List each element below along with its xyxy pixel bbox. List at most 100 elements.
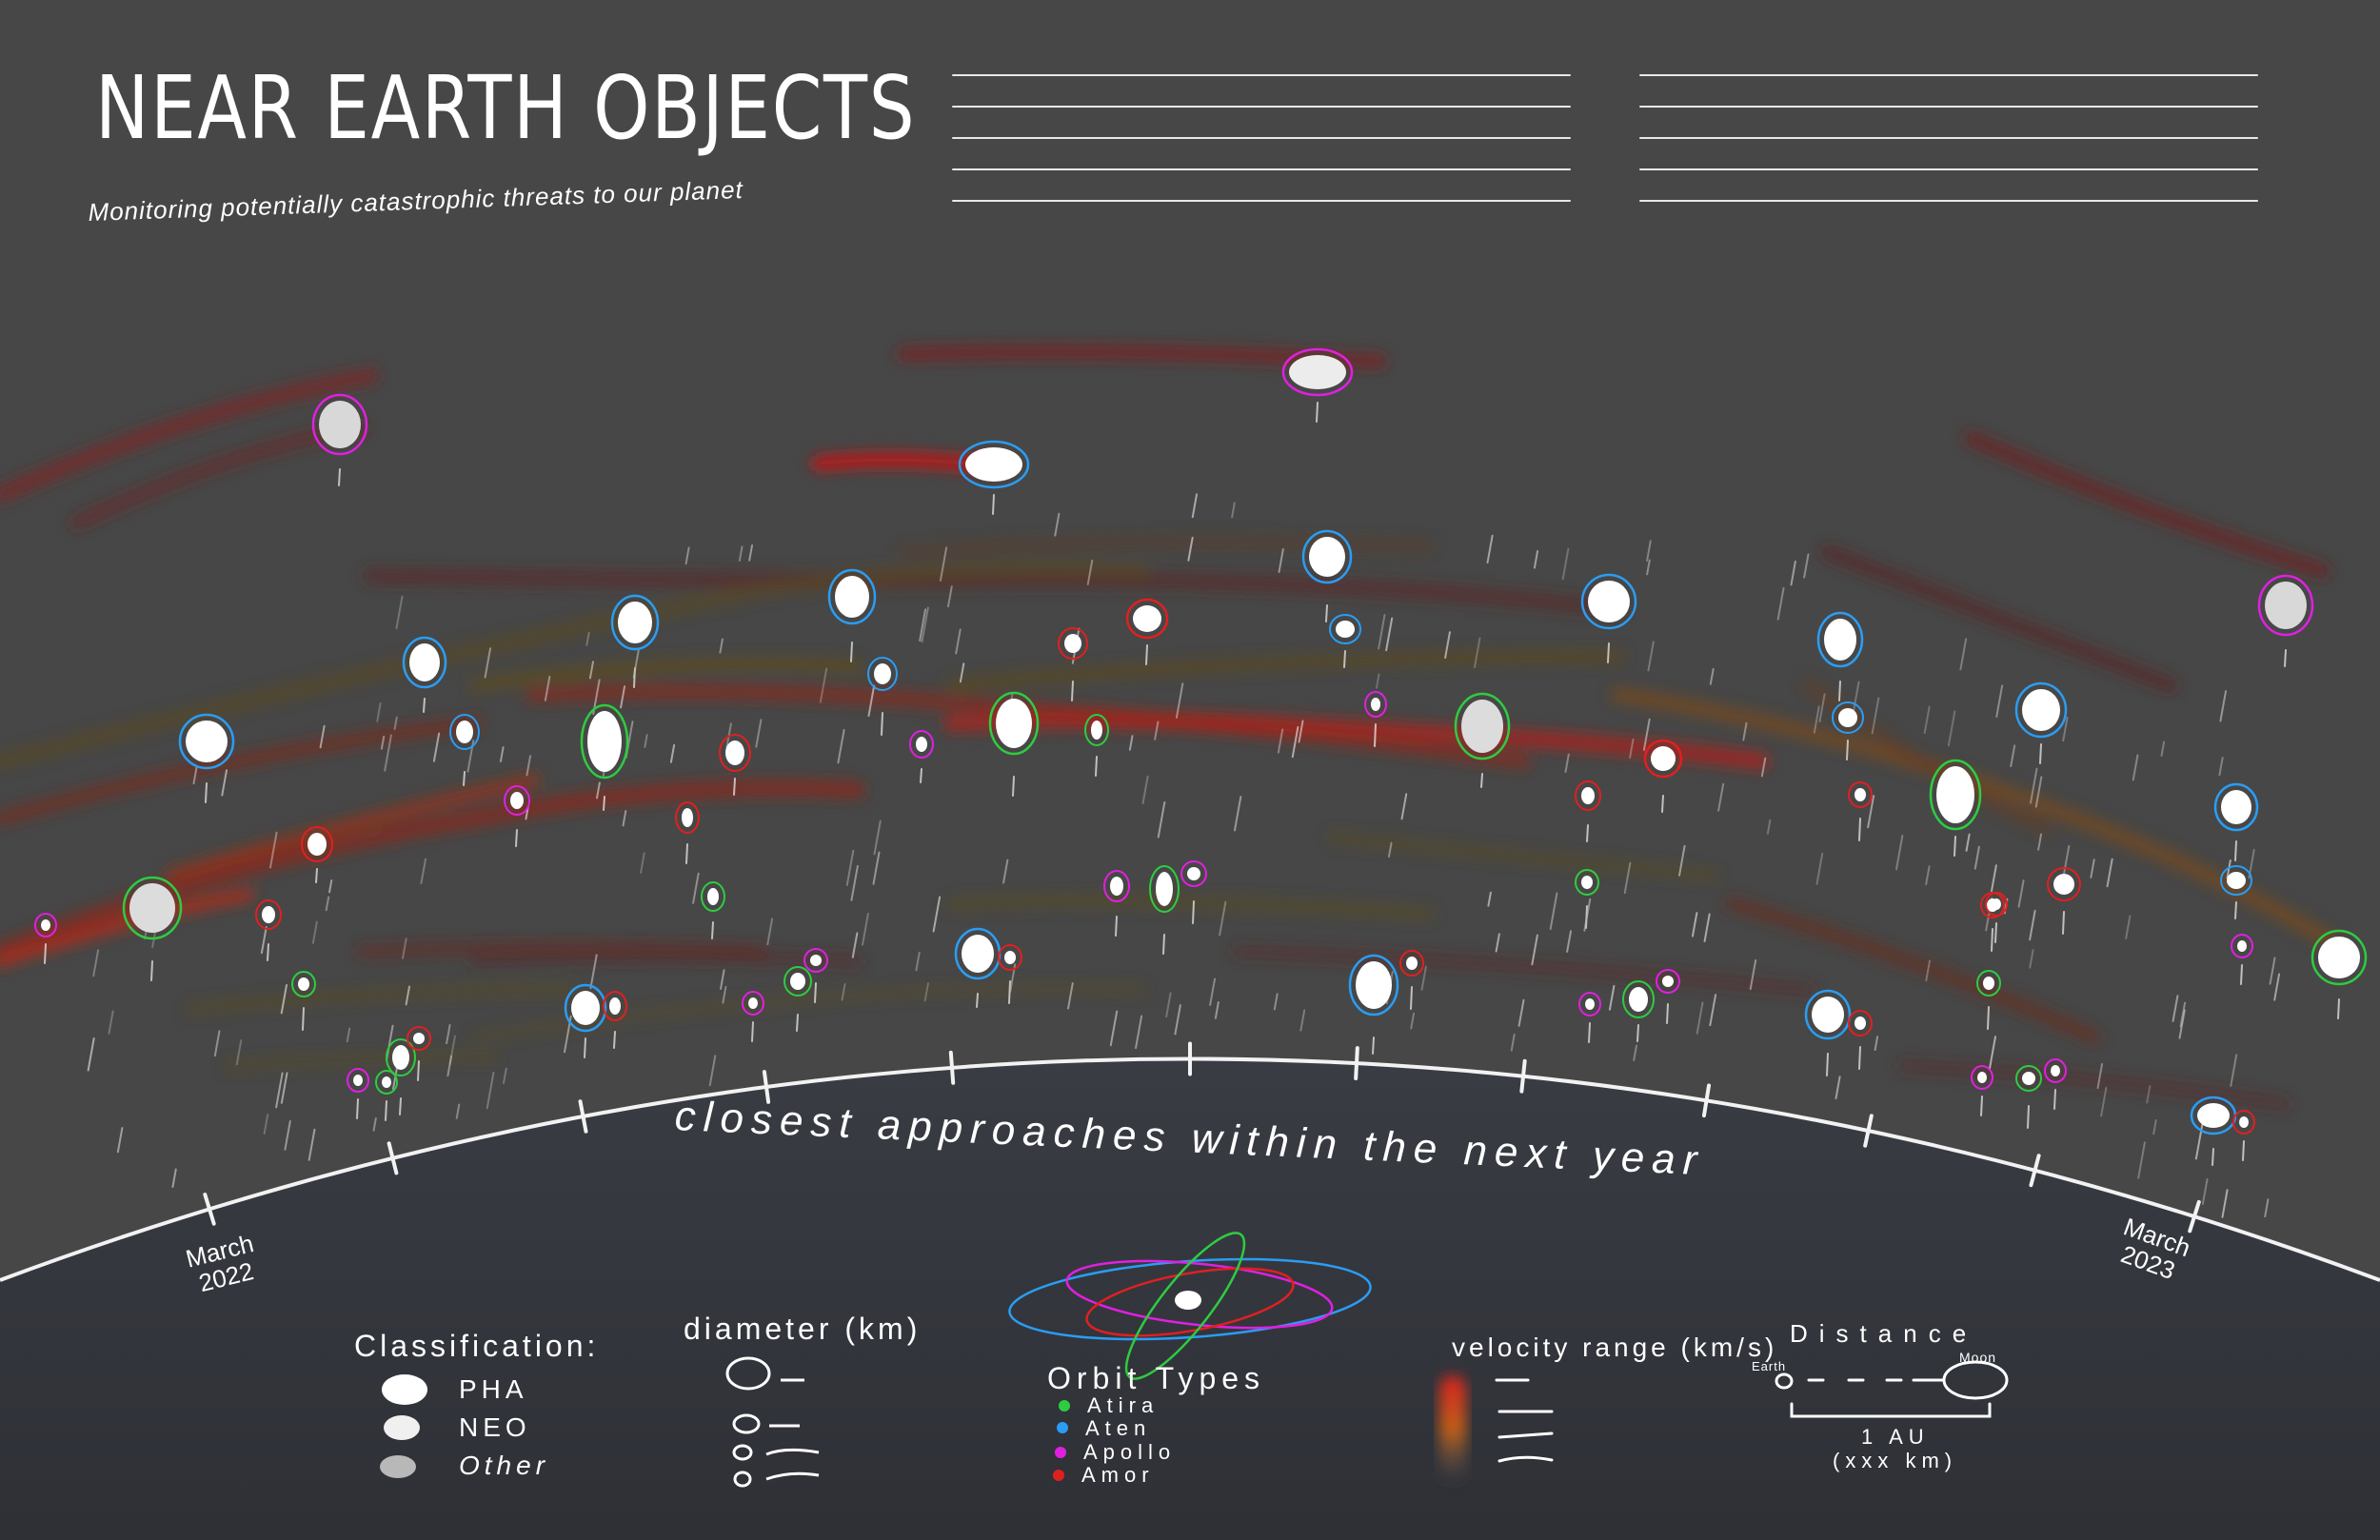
drop-line [1646,540,1652,563]
asteroid-body [682,808,693,827]
drop-line [486,1071,495,1110]
neo-object [2015,1065,2042,1092]
asteroid-body [748,997,758,1009]
asteroid-body [510,792,524,809]
drop-line [325,896,330,912]
drop-line [328,879,333,894]
neo-object [1804,989,1852,1040]
neo-object [2220,865,2252,896]
drop-line [356,1098,359,1119]
asteroid-body [1336,621,1355,638]
drop-line [2062,844,2071,878]
drop-line [923,982,929,1002]
distance-scale-label: 1 AU [1861,1425,1930,1449]
asteroid-body [996,699,1032,748]
aten-dot [1057,1422,1068,1433]
drop-line [2090,859,2095,879]
drop-line [1835,1076,1841,1099]
orbit-ring [1348,954,1399,1017]
drop-line [1128,735,1134,751]
drop-line [2053,1089,2056,1110]
drop-line [1588,1022,1591,1043]
drop-line [1095,756,1098,777]
timeline-tick [387,1141,399,1175]
orbit-ring [867,657,898,691]
drop-line [2146,1085,2152,1104]
asteroid-body [1406,957,1418,970]
asteroid-body [874,663,891,684]
drop-line [150,960,153,981]
drop-line [644,734,648,748]
neo-object [909,730,934,759]
drop-line [417,1060,420,1081]
apollo-dot [1055,1447,1066,1458]
drop-line [2037,833,2043,851]
neo-object [1301,529,1353,584]
drop-line [1995,684,2004,718]
asteroid-body [2318,937,2360,978]
asteroid-body [571,991,600,1025]
asteroid-body [1110,877,1123,896]
drop-line [405,985,411,1006]
drop-line [738,545,744,562]
drop-line [1487,891,1492,907]
neo-object [2311,929,2368,986]
drop-line [1298,720,1304,743]
orbit-ring [449,714,480,750]
orbit-ring [1971,1065,1993,1090]
drop-line [850,864,859,901]
drop-line [302,1007,305,1031]
orbit-ring [1580,573,1637,630]
asteroid-body [382,1076,391,1088]
drop-line [850,642,853,662]
drop-line [685,843,688,864]
neo-object [954,927,1002,980]
drop-line [192,764,198,785]
drop-line [755,719,763,748]
drop-line [1709,994,1717,1027]
neo-object [1622,980,1655,1018]
drop-line [722,986,727,1004]
drop-line [423,698,426,713]
drop-line [1633,1044,1637,1061]
neo-object [701,881,725,912]
drop-line [1162,934,1165,955]
asteroid-body [1461,700,1503,753]
asteroid-body [2265,582,2307,629]
drop-line [2160,740,2166,757]
neo-object [1329,614,1361,644]
neo-object [1643,739,1683,779]
orbit-ring [1976,970,2001,997]
amor-dot [1053,1470,1064,1481]
asteroid-body [392,1045,409,1070]
drop-line [2178,1009,2186,1039]
drop-line [463,771,466,786]
drop-line [751,1021,754,1042]
neo-object [783,966,812,997]
neo-object [1575,780,1601,811]
neo-object [1180,860,1207,887]
drop-line [484,647,492,679]
neo-objects [34,347,2368,1135]
drop-line [959,662,965,683]
drop-line [955,628,962,655]
velocity-title: velocity range (km/s) [1452,1333,1778,1362]
drop-line [2029,949,2034,969]
drop-line [1766,819,1772,835]
drop-line [1486,534,1494,564]
drop-line [1175,682,1184,719]
drop-line [1291,726,1299,759]
neo-object [867,657,898,691]
neo-object [580,703,629,780]
orbit-ring [255,899,282,930]
drop-line [814,982,817,1003]
drop-line [1219,900,1227,937]
orbit-ring [1848,1010,1873,1037]
drop-line [692,872,700,904]
drop-line [976,993,979,1008]
asteroid-body [2227,872,2246,889]
orbit-atira-label: Atira [1087,1393,1160,1417]
drop-line [2269,957,2276,985]
neo-object [742,991,764,1016]
